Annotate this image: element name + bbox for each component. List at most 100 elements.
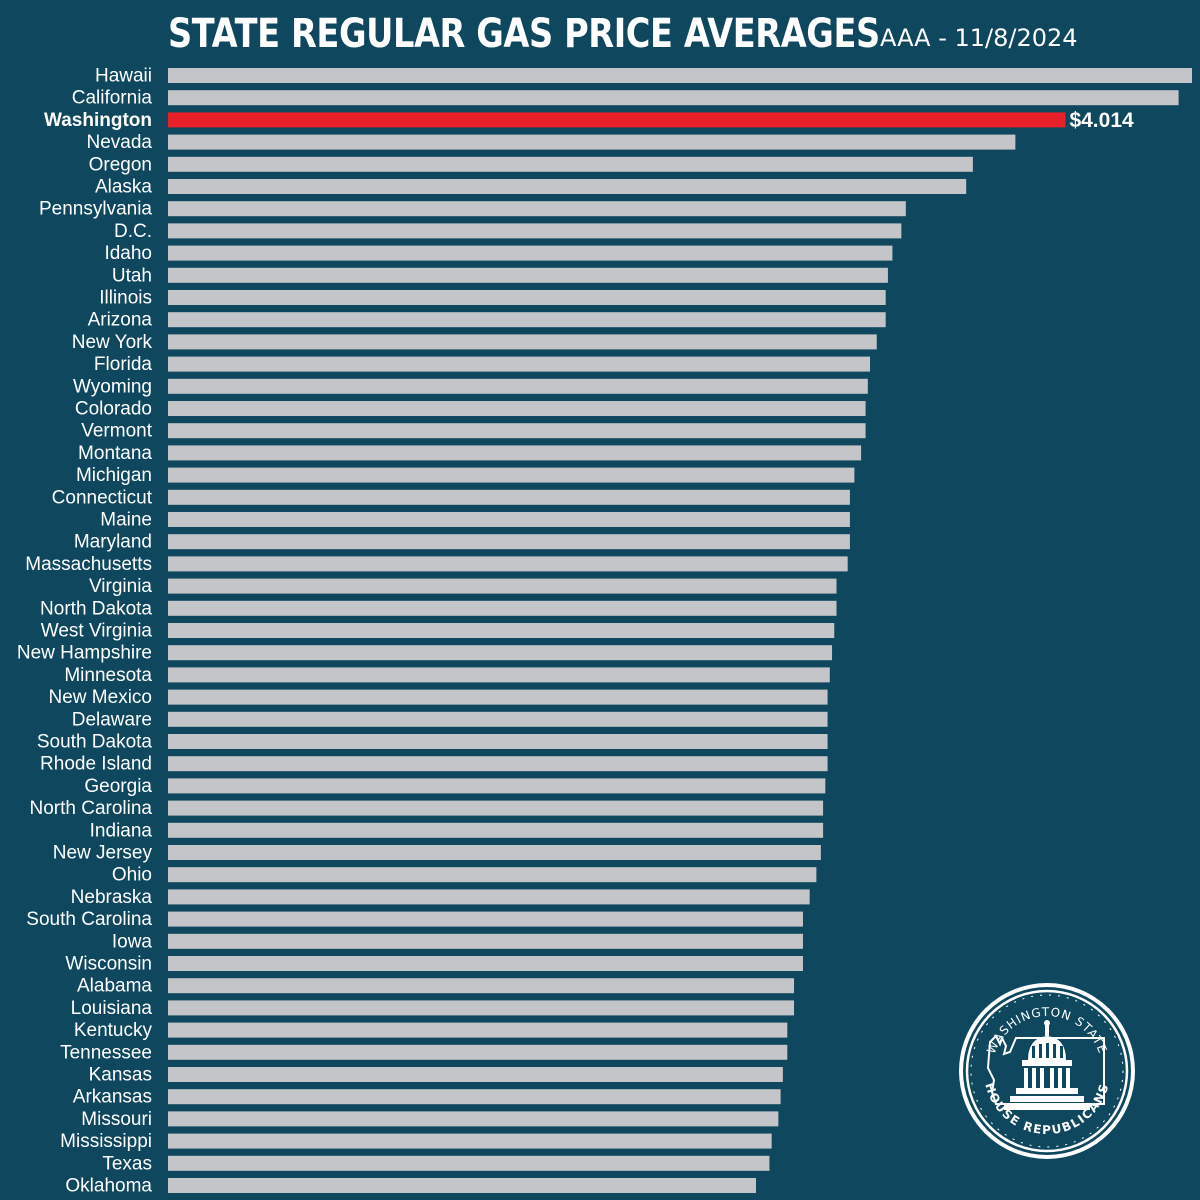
category-label: North Dakota	[40, 598, 152, 619]
bar	[168, 845, 821, 860]
category-label: Arizona	[88, 310, 153, 331]
category-label: Louisiana	[71, 998, 153, 1019]
bar	[168, 290, 886, 305]
bar	[168, 267, 888, 283]
category-label: Alabama	[77, 976, 152, 997]
category-label: Oklahoma	[65, 1176, 152, 1197]
category-label: Hawaii	[95, 66, 152, 87]
bar	[168, 134, 1016, 150]
bar	[168, 822, 824, 838]
bar	[168, 334, 877, 350]
category-label: Indiana	[90, 820, 153, 841]
bar	[168, 401, 866, 416]
bar	[168, 312, 886, 328]
category-label: Pennsylvania	[39, 199, 152, 220]
bar	[168, 68, 1192, 83]
bar	[168, 756, 828, 772]
bar	[168, 201, 906, 217]
bar	[168, 223, 902, 239]
category-label: Mississippi	[60, 1131, 152, 1152]
category-label: Michigan	[76, 465, 152, 486]
category-label: Connecticut	[52, 487, 153, 508]
category-label: New Hampshire	[17, 643, 152, 664]
bar	[168, 423, 866, 439]
category-label: Idaho	[104, 243, 152, 264]
category-label: Wyoming	[73, 376, 152, 397]
category-label: Oregon	[89, 154, 152, 175]
bar	[168, 1178, 757, 1193]
category-label: Missouri	[81, 1109, 152, 1130]
bar-highlight	[168, 112, 1066, 128]
bar	[168, 933, 803, 949]
category-label: Alaska	[95, 177, 152, 198]
category-label: Washington	[44, 110, 152, 131]
category-label: Iowa	[112, 931, 153, 952]
washington-state-house-republicans-seal: WASHINGTON STATE HOUSE REPUBLICANS	[959, 983, 1135, 1159]
bar	[168, 90, 1179, 106]
bar	[168, 623, 835, 638]
page-title: STATE REGULAR GAS PRICE AVERAGES	[168, 11, 880, 57]
category-label: Minnesota	[64, 665, 152, 686]
bar	[168, 978, 795, 994]
value-label: $4.014	[1069, 109, 1134, 132]
category-label: Vermont	[81, 421, 152, 442]
bar	[168, 1089, 781, 1105]
bar	[168, 645, 833, 661]
bar	[168, 512, 850, 527]
category-label: Kansas	[89, 1065, 152, 1086]
bar	[168, 800, 824, 816]
bar	[168, 956, 803, 971]
bar	[168, 1155, 770, 1171]
category-label: Virginia	[89, 576, 152, 597]
bar	[168, 867, 817, 883]
bar	[168, 711, 828, 727]
category-label: Nebraska	[71, 887, 153, 908]
category-label: South Carolina	[26, 909, 152, 930]
category-label: Colorado	[75, 399, 152, 420]
category-label: Illinois	[99, 288, 152, 309]
category-label: Florida	[94, 354, 153, 375]
category-label: Maryland	[74, 532, 152, 553]
category-label: New York	[72, 332, 153, 353]
bar	[168, 467, 855, 483]
bar	[168, 179, 967, 194]
category-label: New Mexico	[49, 687, 152, 708]
category-label: Tennessee	[60, 1042, 152, 1063]
bar	[168, 356, 871, 372]
bar	[168, 1067, 783, 1082]
bar	[168, 556, 848, 572]
category-label: Arkansas	[73, 1087, 152, 1108]
bar	[168, 578, 837, 594]
category-label: D.C.	[114, 221, 152, 242]
category-label: New Jersey	[53, 843, 153, 864]
bar	[168, 378, 868, 394]
bar	[168, 489, 850, 505]
category-label: Nevada	[87, 132, 153, 153]
category-label: Kentucky	[74, 1020, 153, 1041]
category-label: South Dakota	[37, 732, 153, 753]
category-label: Ohio	[112, 865, 152, 886]
category-label: Maine	[100, 510, 152, 531]
category-label: West Virginia	[41, 621, 153, 642]
category-label: Delaware	[72, 709, 152, 730]
bar	[168, 889, 810, 905]
bar	[168, 445, 862, 461]
bar	[168, 1022, 788, 1038]
bar	[168, 1133, 772, 1149]
bar	[168, 1000, 795, 1016]
category-label: Georgia	[84, 776, 152, 797]
category-label: North Carolina	[30, 798, 153, 819]
bar	[168, 911, 803, 927]
category-label: Texas	[102, 1153, 152, 1174]
category-label: Massachusetts	[25, 554, 152, 575]
bar	[168, 667, 830, 683]
bar	[168, 1111, 779, 1127]
bar	[168, 245, 893, 261]
category-label: California	[72, 88, 153, 109]
category-label: Rhode Island	[40, 754, 152, 775]
bar	[168, 600, 837, 616]
category-label: Wisconsin	[65, 954, 152, 975]
category-label: Utah	[112, 265, 152, 286]
page-subtitle: AAA - 11/8/2024	[880, 24, 1078, 52]
